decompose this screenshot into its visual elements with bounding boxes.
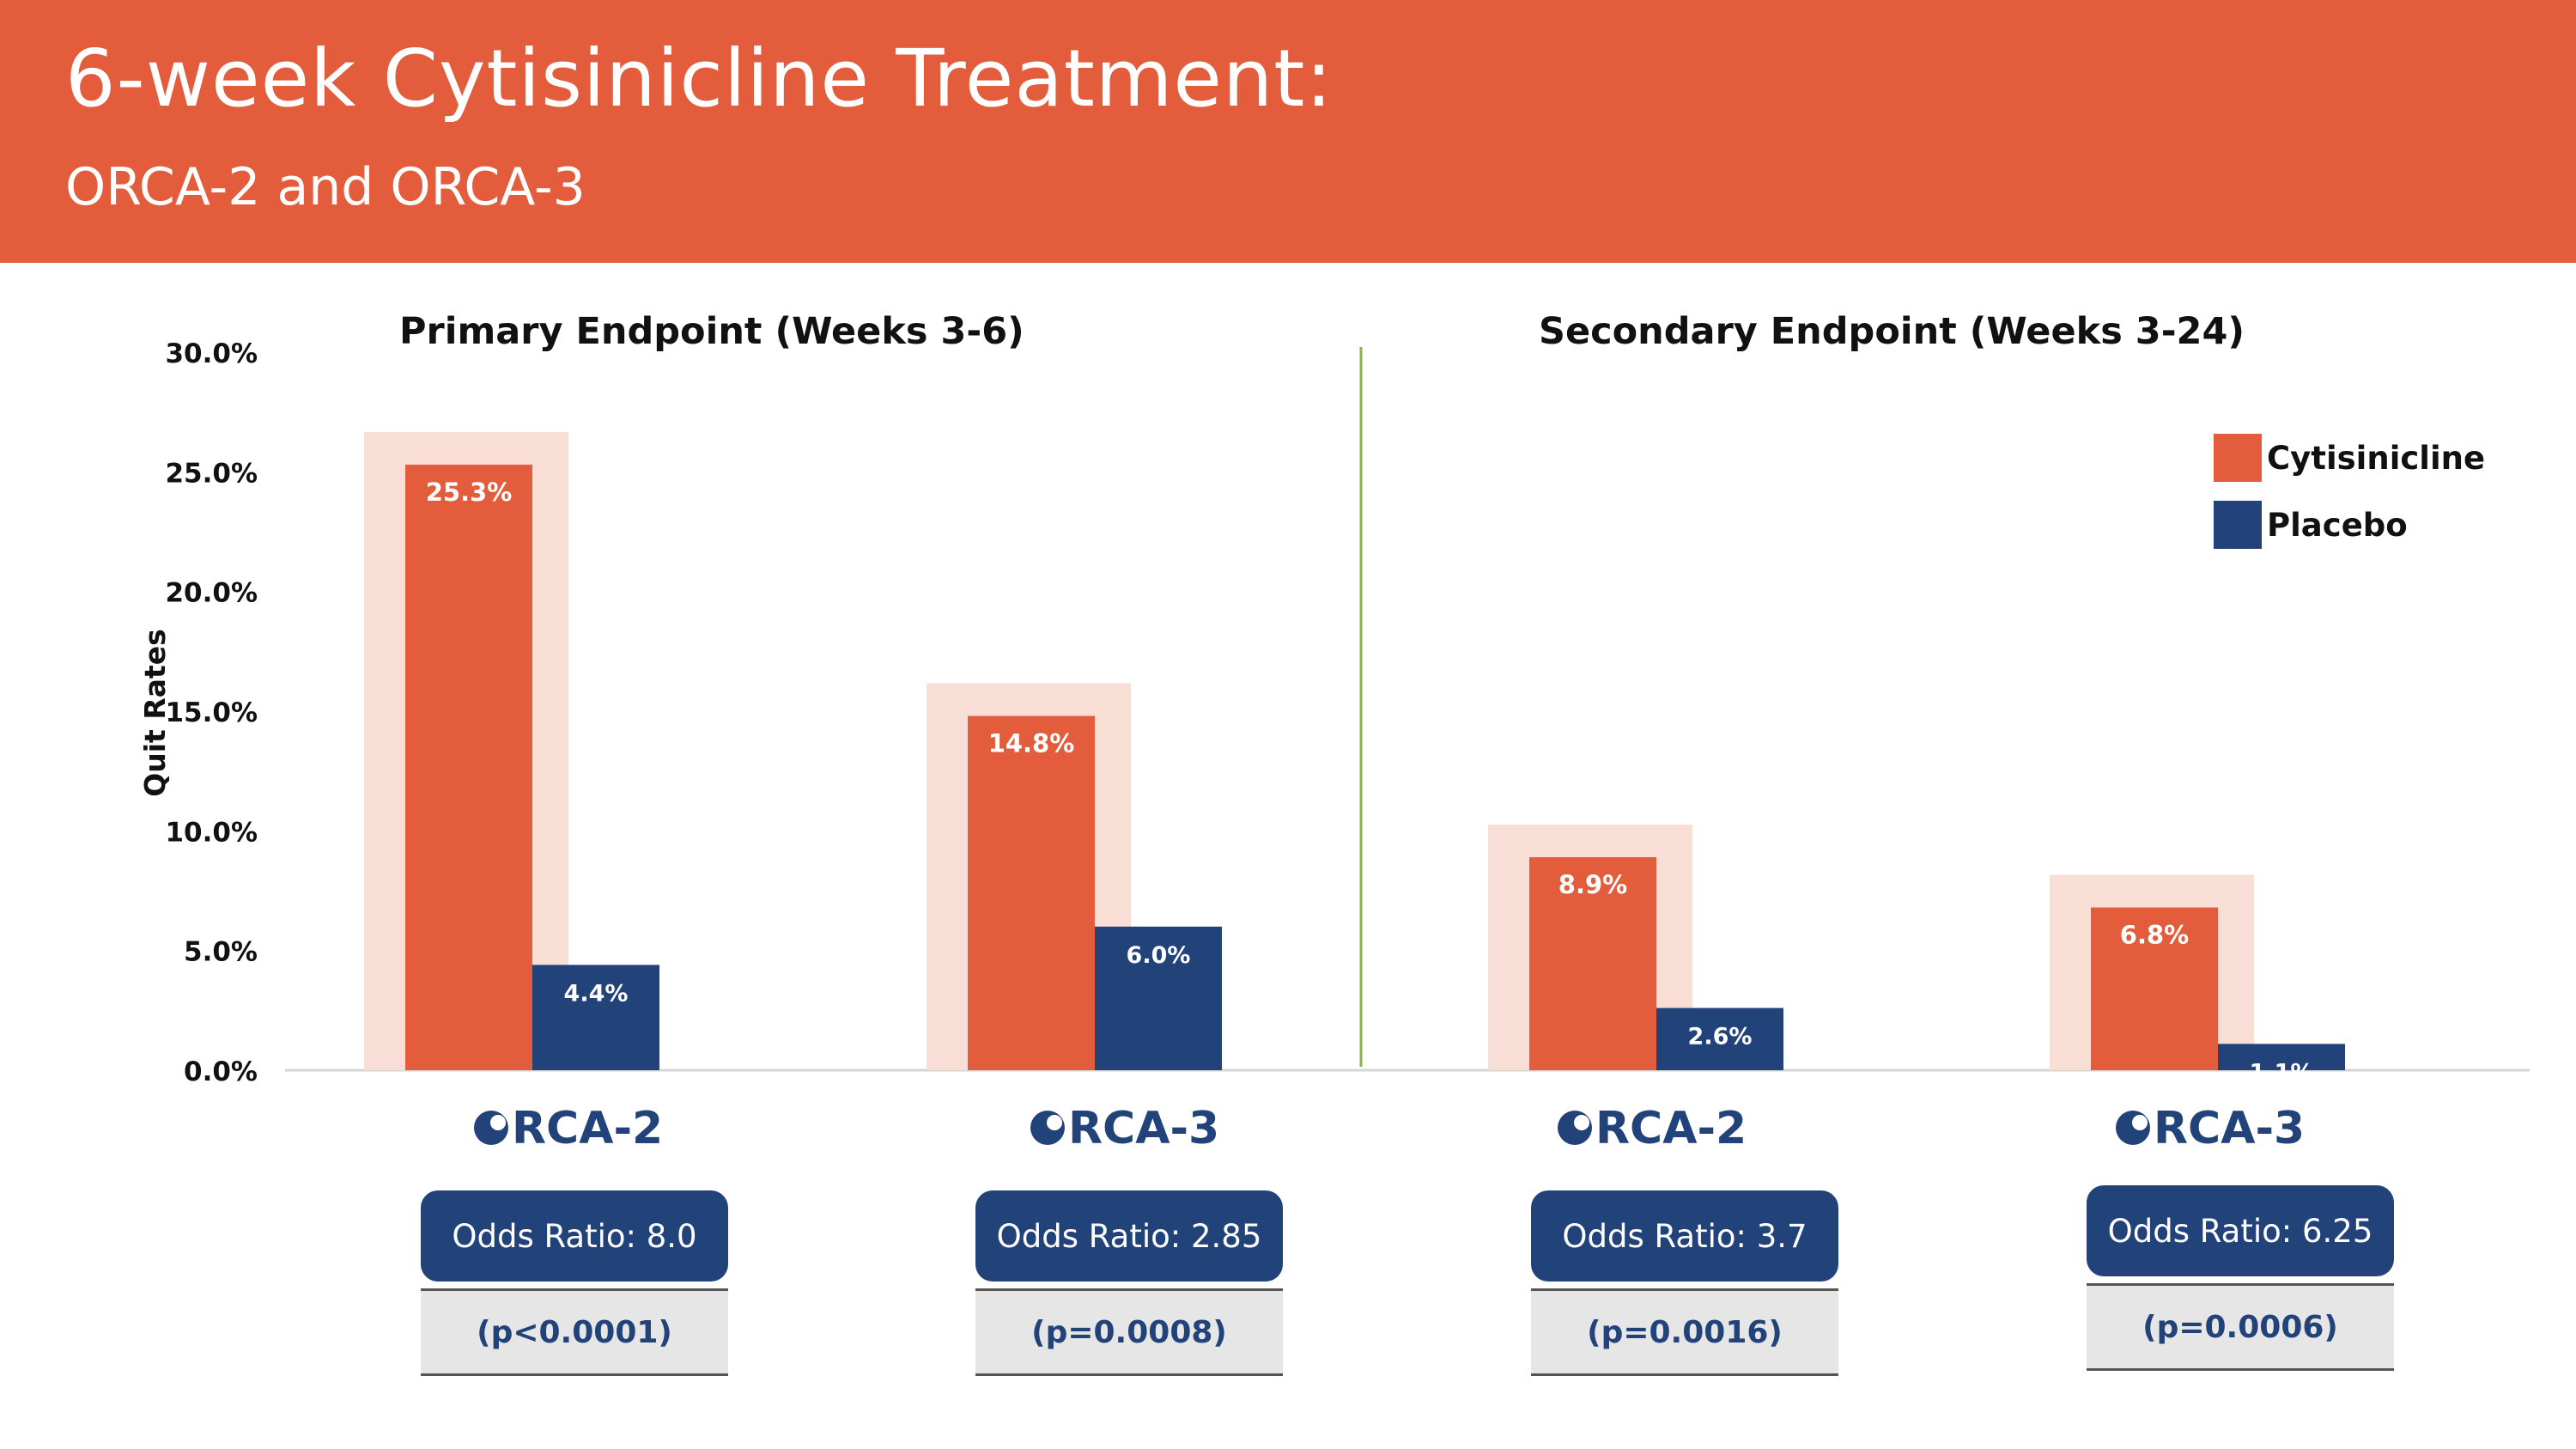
p-value-box: (p=0.0016)	[1531, 1288, 1838, 1376]
legend-swatch	[2214, 501, 2262, 549]
bar-value-label: 14.8%	[988, 729, 1075, 758]
orca-logo-text: RCA-3	[2154, 1103, 2305, 1154]
panel-title: Secondary Endpoint (Weeks 3-24)	[1539, 310, 2245, 353]
bar-value-label: 6.0%	[1127, 942, 1191, 969]
bar-value-label: 2.6%	[1688, 1024, 1753, 1050]
header-banner: 6-week Cytisinicline Treatment: ORCA-2 a…	[0, 0, 2576, 263]
bar-value-label: 1.1%	[2250, 1059, 2314, 1086]
orca-logo-text: RCA-2	[512, 1103, 663, 1154]
page-subtitle: ORCA-2 and ORCA-3	[65, 157, 586, 217]
bar-cytisinicline	[405, 464, 532, 1070]
bar-value-label: 8.9%	[1558, 870, 1627, 899]
bar-placebo	[1656, 1008, 1783, 1070]
p-value-box: (p=0.0006)	[2087, 1283, 2394, 1371]
p-value-box: (p<0.0001)	[421, 1288, 728, 1376]
y-tick-label: 20.0%	[165, 578, 258, 609]
page-title: 6-week Cytisinicline Treatment:	[65, 33, 1334, 125]
y-axis-label: Quit Rates	[138, 629, 172, 797]
y-tick-label: 15.0%	[165, 697, 258, 728]
bar-placebo	[2218, 1044, 2345, 1070]
bar-placebo	[532, 965, 659, 1070]
orca-logo-text: RCA-3	[1068, 1103, 1219, 1154]
orca-logo-swoosh-icon	[2132, 1115, 2148, 1130]
legend-swatch	[2214, 434, 2262, 482]
y-tick-label: 5.0%	[184, 937, 258, 968]
orca-logo-swoosh-icon	[490, 1115, 506, 1130]
bar-value-label: 4.4%	[564, 980, 629, 1007]
bar-placebo	[1095, 926, 1222, 1070]
bar-cytisinicline	[1529, 856, 1656, 1070]
legend-label: Cytisinicline	[2267, 440, 2485, 477]
orca-logo-text: RCA-2	[1595, 1103, 1747, 1154]
y-tick-label: 25.0%	[165, 458, 258, 489]
bar-value-label: 6.8%	[2120, 921, 2189, 950]
orca-logo-swoosh-icon	[1047, 1115, 1062, 1130]
legend-label: Placebo	[2267, 507, 2408, 544]
y-tick-label: 0.0%	[184, 1056, 258, 1087]
odds-ratio-box: Odds Ratio: 6.25	[2087, 1185, 2394, 1276]
orca-logo-swoosh-icon	[1574, 1115, 1589, 1130]
p-value-box: (p=0.0008)	[975, 1288, 1283, 1376]
y-tick-label: 30.0%	[165, 338, 258, 369]
y-tick-label: 10.0%	[165, 817, 258, 848]
odds-ratio-box: Odds Ratio: 8.0	[421, 1190, 728, 1282]
panel-title: Primary Endpoint (Weeks 3-6)	[399, 310, 1024, 353]
odds-ratio-box: Odds Ratio: 2.85	[975, 1190, 1283, 1282]
bar-value-label: 25.3%	[426, 478, 513, 507]
odds-ratio-box: Odds Ratio: 3.7	[1531, 1190, 1838, 1282]
bar-cytisinicline	[2091, 907, 2218, 1070]
bar-cytisinicline	[968, 715, 1095, 1070]
